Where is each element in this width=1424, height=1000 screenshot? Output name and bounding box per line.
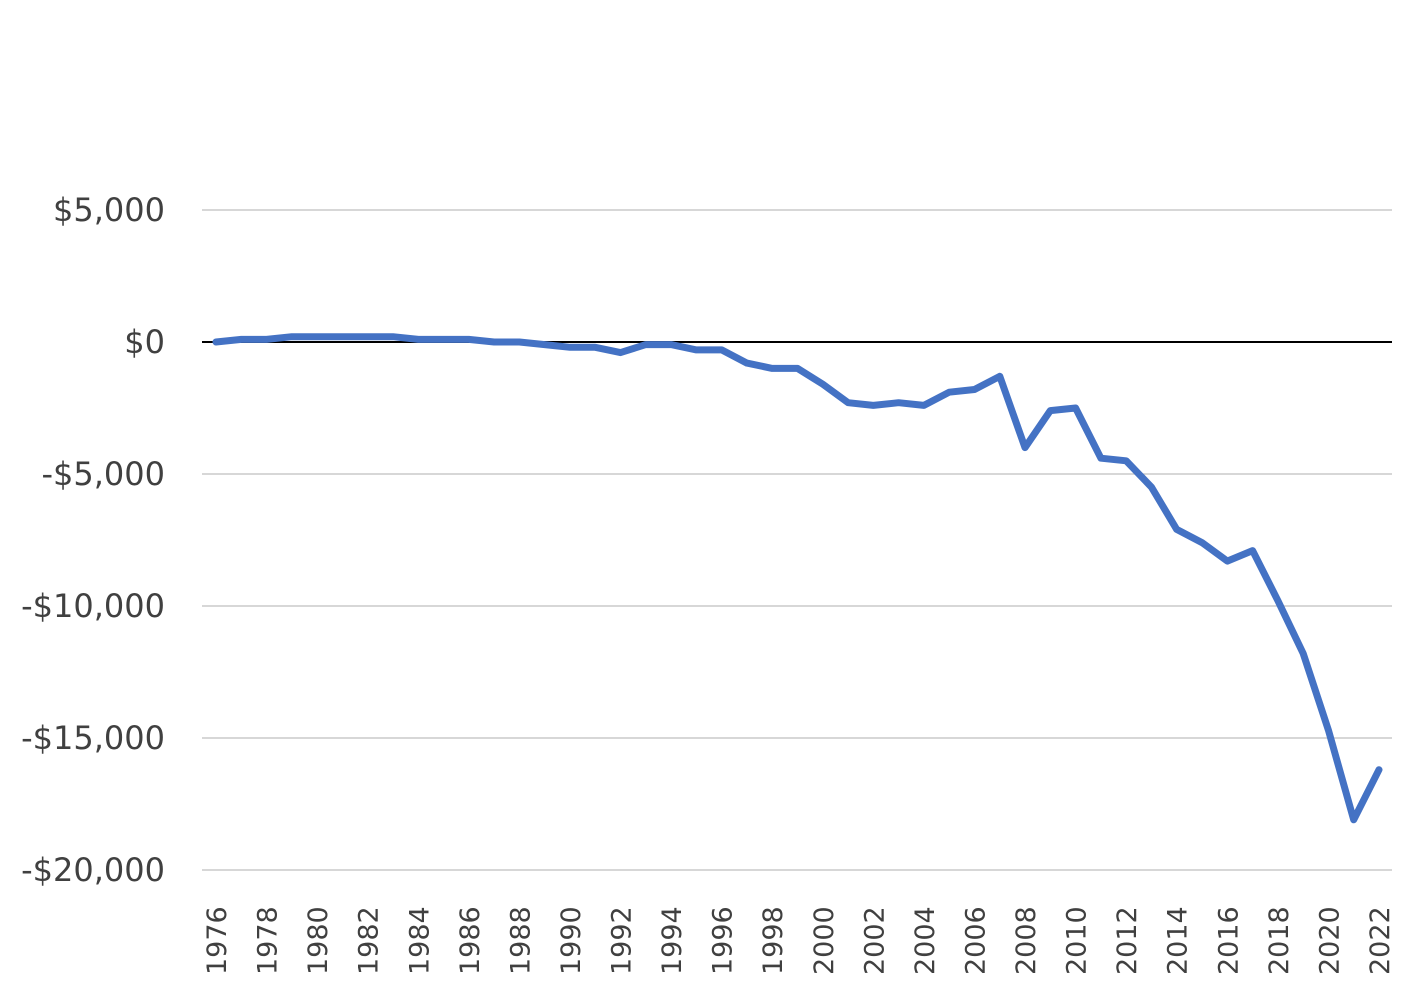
series-line [212,333,1383,824]
x-tick-label: 1996 [708,906,739,975]
y-tick-label: -$5,000 [41,455,165,493]
y-tick-label: $5,000 [53,191,165,229]
x-tick-label: 1994 [657,906,688,975]
x-tick-label: 2022 [1365,906,1396,975]
x-tick-label: 1984 [404,906,435,975]
x-tick-label: 2002 [859,906,890,975]
x-tick-label: 1986 [455,906,486,975]
y-tick-label: -$10,000 [21,587,165,625]
series-group [212,333,1383,824]
x-tick-label: 1982 [354,906,385,975]
x-tick-label: 1978 [253,906,284,975]
x-tick-label: 2016 [1213,906,1244,975]
y-tick-label: -$15,000 [21,719,165,757]
x-axis-tick-labels: 1976 1978 1980 1982 1984 1986 1988 1990 1992 1994… [202,906,1396,975]
x-tick-label: 2014 [1163,906,1194,975]
x-tick-label: 2010 [1062,906,1093,975]
x-tick-label: 1980 [303,906,334,975]
x-tick-label: 2020 [1314,906,1345,975]
x-tick-label: 1976 [202,906,233,975]
x-tick-label: 1988 [505,906,536,975]
x-tick-label: 2018 [1264,906,1295,975]
x-tick-label: 2008 [1011,906,1042,975]
y-axis-tick-labels: $5,000 $0 -$5,000 -$10,000 -$15,000 -$20,000 [21,191,165,889]
x-tick-label: 2004 [910,906,941,975]
x-tick-label: 1992 [607,906,638,975]
x-tick-label: 1990 [556,906,587,975]
x-tick-label: 2006 [960,906,991,975]
x-tick-label: 1998 [758,906,789,975]
y-tick-label: -$20,000 [21,851,165,889]
x-tick-label: 2000 [809,906,840,975]
y-tick-label: $0 [124,323,165,361]
gridlines [202,209,1392,871]
x-tick-label: 2012 [1112,906,1143,975]
